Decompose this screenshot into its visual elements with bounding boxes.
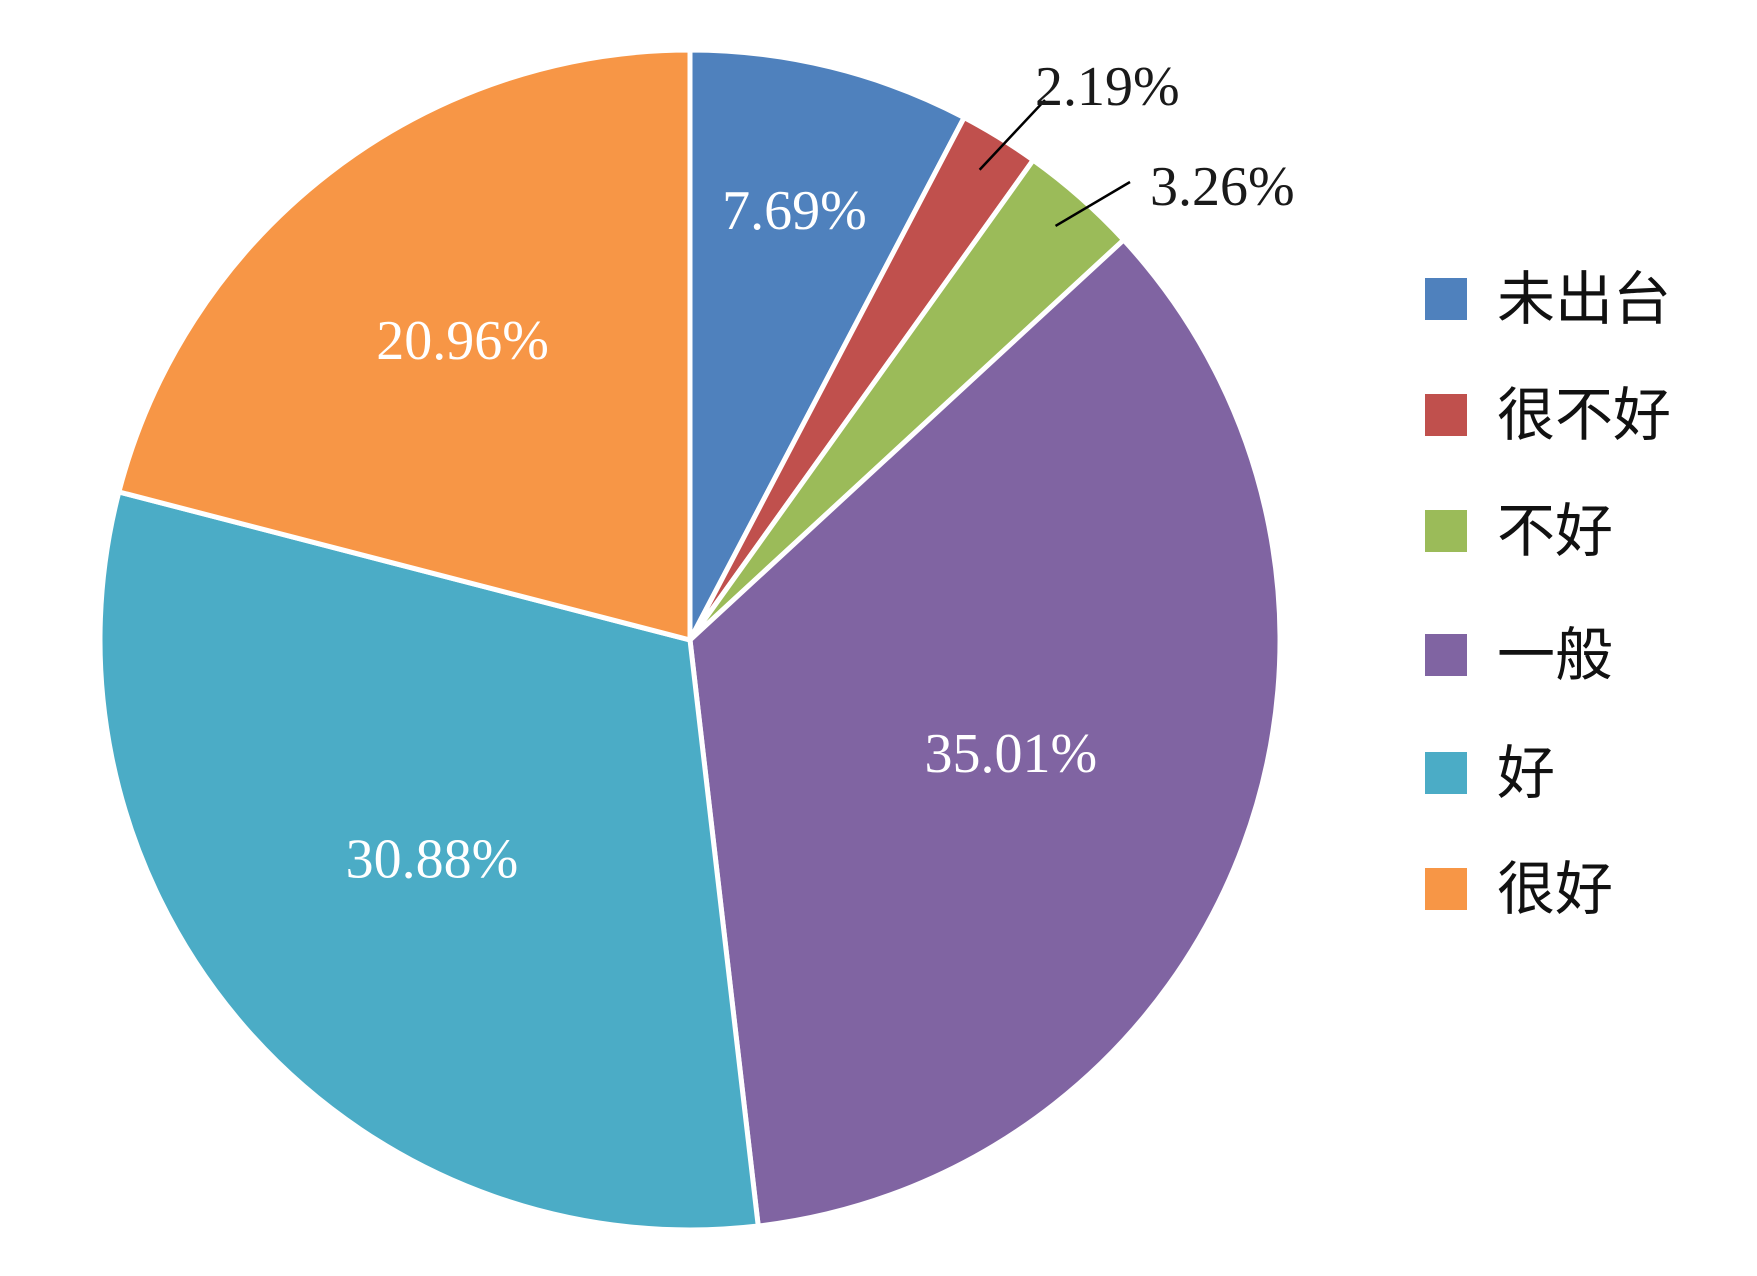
legend-label-henbuhao: 很不好: [1497, 381, 1672, 449]
legend-item-weichutai: 未出台: [1425, 268, 1745, 330]
legend-label-hao: 好: [1497, 739, 1556, 807]
leader-lines: [978, 99, 1131, 228]
legend-swatch-buhao: [1425, 510, 1467, 552]
legend-item-yiban: 一般: [1425, 624, 1745, 686]
legend-label-weichutai: 未出台: [1497, 265, 1672, 333]
pie-slice-yiban: [687, 237, 1283, 1229]
legend-swatch-weichutai: [1425, 278, 1467, 320]
data-label-yiban: 35.01%: [925, 723, 1098, 785]
legend-item-henhao: 很好: [1425, 858, 1745, 920]
leader-line-buhao: [1054, 180, 1131, 228]
data-label-henhao: 20.96%: [376, 310, 549, 372]
legend-label-henhao: 很好: [1497, 855, 1614, 923]
data-label-buhao: 3.26%: [1150, 156, 1295, 218]
leader-line-henbuhao: [978, 99, 1046, 171]
legend-swatch-henbuhao: [1425, 394, 1467, 436]
legend-label-yiban: 一般: [1497, 621, 1614, 689]
pie-slice-hao: [97, 489, 761, 1233]
data-label-henbuhao: 2.19%: [1035, 56, 1180, 118]
pie-slice-henhao: [116, 47, 693, 643]
data-label-weichutai: 7.69%: [722, 180, 867, 242]
legend-item-hao: 好: [1425, 742, 1745, 804]
pie-slice-weichutai: [687, 47, 967, 643]
legend: 未出台 很不好 不好 一般 好 很好: [1425, 268, 1745, 974]
legend-swatch-yiban: [1425, 634, 1467, 676]
pie-slices: [97, 47, 1283, 1233]
legend-label-buhao: 不好: [1497, 497, 1614, 565]
data-label-hao: 30.88%: [346, 829, 519, 891]
legend-swatch-hao: [1425, 752, 1467, 794]
legend-item-henbuhao: 很不好: [1425, 384, 1745, 446]
legend-swatch-henhao: [1425, 868, 1467, 910]
data-labels: 7.69% 2.19% 3.26% 35.01% 30.88% 20.96%: [346, 56, 1295, 891]
legend-item-buhao: 不好: [1425, 500, 1745, 562]
